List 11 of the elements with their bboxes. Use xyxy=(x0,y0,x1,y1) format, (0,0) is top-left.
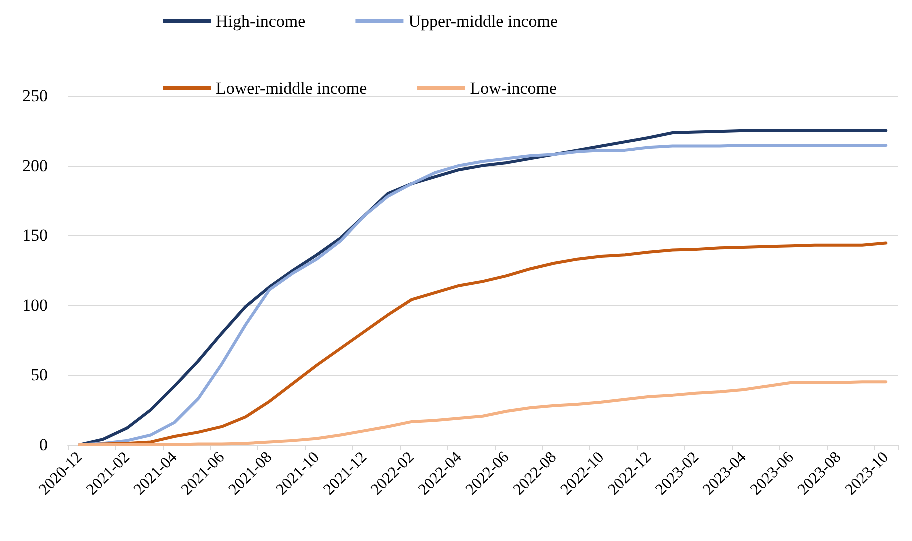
y-tick-label: 50 xyxy=(31,366,48,385)
y-tick-label: 0 xyxy=(40,436,48,454)
y-tick-label: 150 xyxy=(22,226,48,246)
legend-label: Upper-middle income xyxy=(408,12,558,31)
line-series xyxy=(78,380,888,446)
y-tick-label: 200 xyxy=(22,156,48,176)
legend-label: Lower-middle income xyxy=(216,79,368,98)
y-tick-label: 250 xyxy=(22,86,48,106)
y-tick-label: 100 xyxy=(22,296,48,315)
legend-label: Low-income xyxy=(470,79,558,98)
legend-label: High-income xyxy=(216,12,306,31)
